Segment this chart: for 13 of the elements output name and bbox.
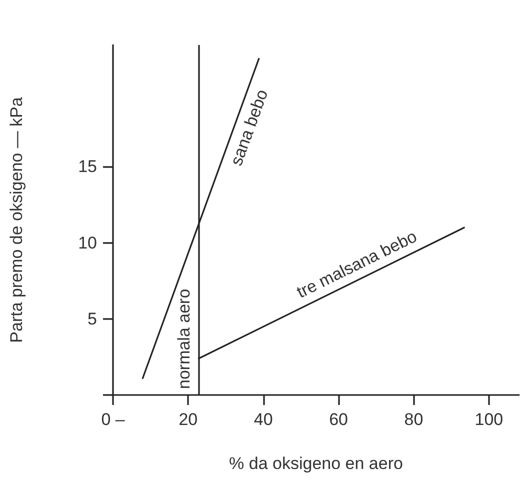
ref-line-label: normala aero bbox=[174, 288, 194, 389]
x-tick-label: 60 bbox=[329, 410, 348, 429]
x-tick-label: 80 bbox=[404, 410, 424, 429]
y-tick-label: 10 bbox=[78, 233, 97, 252]
x-tick-label: 0 – bbox=[101, 410, 126, 429]
x-tick-label: 20 bbox=[178, 410, 198, 429]
y-tick-label: 15 bbox=[78, 157, 97, 176]
y-tick-label: 5 bbox=[88, 309, 97, 328]
x-axis-title: % da oksigeno en aero bbox=[229, 454, 403, 473]
text: sana bebo bbox=[226, 87, 272, 168]
x-tick-label: 40 bbox=[254, 410, 273, 429]
x-tick-label: 100 bbox=[474, 410, 504, 429]
y-axis-title: Parta premo de oksigeno — kPa bbox=[7, 96, 26, 343]
